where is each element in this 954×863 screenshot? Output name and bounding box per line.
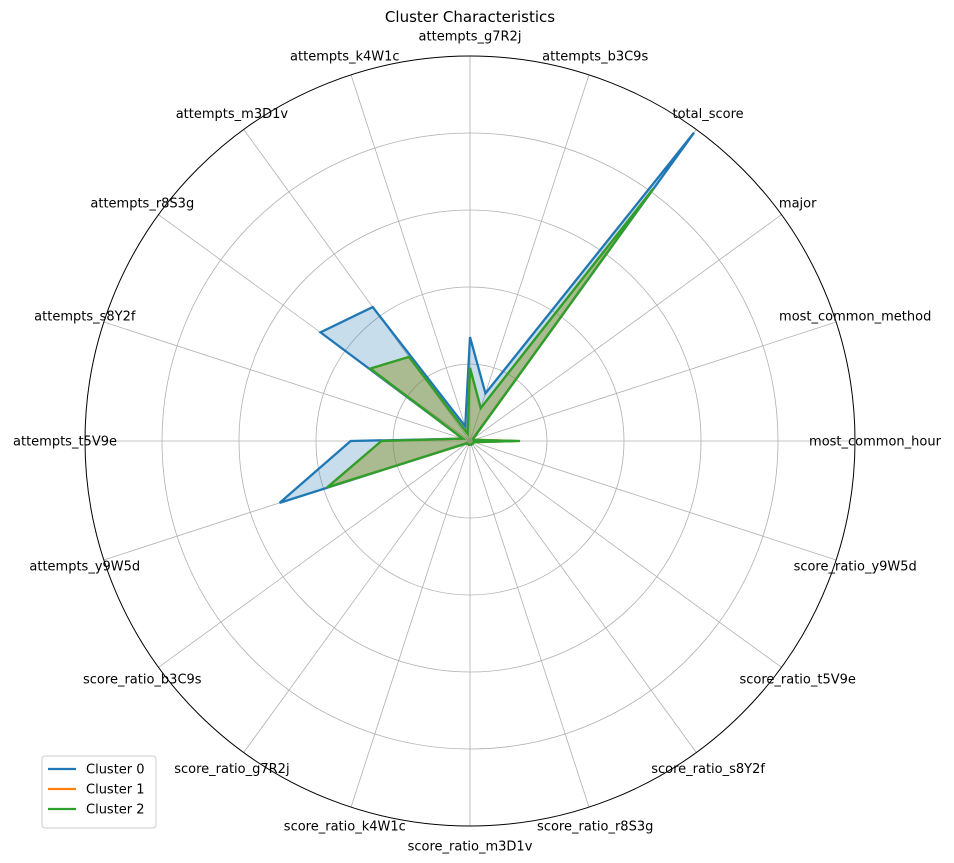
axis-label-score_ratio_k4W1c: score_ratio_k4W1c — [284, 820, 406, 835]
grid-spoke-19 — [469, 440, 782, 668]
chart-title: Cluster Characteristics — [385, 8, 555, 26]
grid-spoke-20 — [469, 440, 837, 561]
axis-label-major: major — [779, 196, 817, 211]
axis-label-score_ratio_m3D1v: score_ratio_m3D1v — [408, 840, 533, 855]
grid-spoke-14 — [243, 440, 471, 753]
axis-label-attempts_m3D1v: attempts_m3D1v — [176, 107, 289, 122]
axis-label-score_ratio_b3C9s: score_ratio_b3C9s — [83, 673, 202, 688]
axis-label-attempts_k4W1c: attempts_k4W1c — [290, 49, 400, 64]
legend: Cluster 0 Cluster 1 Cluster 2 — [41, 755, 157, 829]
legend-label-0: Cluster 0 — [86, 763, 145, 778]
axis-label-attempts_b3C9s: attempts_b3C9s — [542, 49, 648, 64]
axis-labels: most_common_hour most_common_method major t… — [13, 30, 942, 855]
legend-label-2: Cluster 2 — [86, 803, 145, 818]
axis-label-most_common_hour: most_common_hour — [809, 435, 942, 450]
series-layer — [278, 131, 695, 504]
grid-spoke-2 — [469, 321, 837, 442]
series-line-0 — [278, 131, 695, 504]
grid-spoke-15 — [350, 440, 471, 808]
axis-label-score_ratio_t5V9e: score_ratio_t5V9e — [739, 673, 855, 688]
axis-label-attempts_s8Y2f: attempts_s8Y2f — [34, 309, 136, 324]
grid-spoke-13 — [158, 440, 471, 668]
grid-spoke-3 — [469, 214, 782, 442]
axis-label-most_common_method: most_common_method — [779, 309, 931, 324]
axis-label-score_ratio_y9W5d: score_ratio_y9W5d — [794, 560, 917, 575]
series-2 — [326, 187, 655, 489]
axis-label-attempts_t5V9e: attempts_t5V9e — [13, 435, 117, 450]
grid-spoke-10 — [103, 321, 471, 442]
axis-label-score_ratio_s8Y2f: score_ratio_s8Y2f — [651, 762, 765, 777]
grid-spoke-7 — [350, 74, 471, 442]
series-fill-0 — [279, 132, 695, 503]
axis-label-score_ratio_r8S3g: score_ratio_r8S3g — [537, 820, 653, 835]
grid-spoke-17 — [469, 440, 590, 808]
axis-label-attempts_g7R2j: attempts_g7R2j — [419, 30, 522, 45]
grid-spoke-9 — [158, 214, 471, 442]
axis-label-score_ratio_g7R2j: score_ratio_g7R2j — [174, 762, 289, 777]
axis-label-attempts_r8S3g: attempts_r8S3g — [90, 196, 194, 211]
legend-label-1: Cluster 1 — [86, 783, 145, 798]
grid-spoke-18 — [469, 440, 697, 753]
axis-label-attempts_y9W5d: attempts_y9W5d — [29, 560, 140, 575]
polar-frame — [84, 55, 856, 827]
axis-label-total_score: total_score — [673, 107, 744, 122]
series-0 — [278, 131, 695, 504]
grid-spoke-5 — [469, 74, 590, 442]
